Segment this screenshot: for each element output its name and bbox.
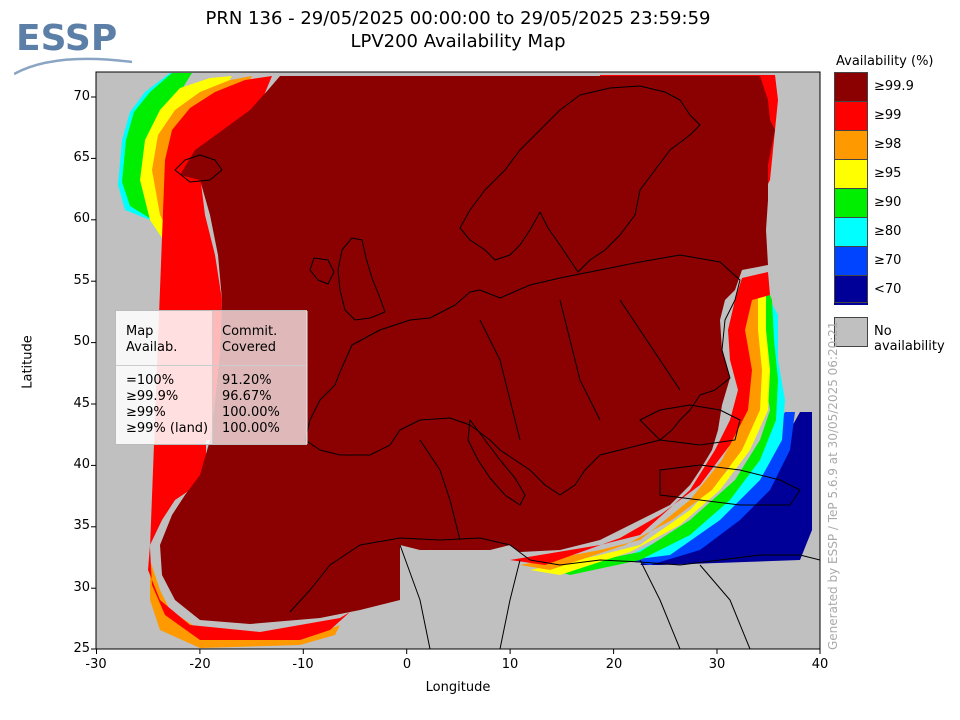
legend-label: <70 — [874, 282, 902, 297]
legend-label: ≥80 — [874, 224, 902, 239]
stats-level: ≥99% (land) — [126, 421, 209, 436]
legend-label: ≥99 — [874, 108, 902, 123]
stats-header: Covered — [222, 340, 277, 355]
stats-level: =100% — [126, 373, 175, 388]
band-ge80 — [118, 73, 785, 560]
y-tick-label: 50 — [73, 334, 90, 349]
y-tick-label: 25 — [73, 641, 90, 656]
stats-covered: 96.67% — [222, 389, 272, 404]
legend-label: ≥98 — [874, 137, 902, 152]
legend-swatch — [834, 101, 868, 131]
stats-header: Availab. — [126, 340, 178, 355]
legend-label: ≥95 — [874, 166, 902, 181]
map-availability-column: Map Availab. =100% ≥99.9% ≥99% ≥99% (lan… — [116, 311, 212, 444]
y-tick-label: 60 — [73, 211, 90, 226]
legend-swatch — [834, 246, 868, 276]
x-tick-label: 20 — [605, 657, 623, 672]
stats-header: Commit. — [222, 324, 278, 339]
coverage-stats-box: Map Availab. =100% ≥99.9% ≥99% ≥99% (lan… — [115, 310, 308, 445]
legend-swatch — [834, 72, 868, 101]
band-lt70 — [640, 412, 812, 565]
stats-level: ≥99% — [126, 405, 166, 420]
legend-label: ≥99.9 — [874, 79, 914, 94]
legend-label: ≥90 — [874, 195, 902, 210]
legend-label-no-availability: No availability — [874, 324, 945, 354]
legend-title: Availability (%) — [836, 54, 934, 69]
y-tick-label: 40 — [73, 457, 90, 472]
stats-covered: 91.20% — [222, 373, 272, 388]
essp-logo: ESSP — [14, 18, 133, 76]
generated-by-text: Generated by ESSP / TeP 5.6.9 at 30/05/2… — [826, 321, 840, 650]
legend-swatch-no-availability — [834, 317, 868, 347]
band-ge999 — [160, 76, 775, 624]
tick-marks — [91, 96, 821, 654]
legend-swatch — [834, 275, 868, 305]
stats-covered: 100.00% — [222, 405, 280, 420]
legend-swatch — [834, 159, 868, 189]
stats-level: ≥99.9% — [126, 389, 179, 404]
svg-text:ESSP: ESSP — [16, 18, 117, 59]
x-tick-label: 30 — [708, 657, 726, 672]
stats-covered: 100.00% — [222, 421, 280, 436]
y-tick-label: 45 — [73, 396, 90, 411]
y-tick-label: 70 — [73, 89, 90, 104]
x-tick-label: -20 — [189, 657, 211, 672]
chart-subtitle: LPV200 Availability Map — [350, 31, 566, 52]
x-tick-label: 0 — [402, 657, 412, 672]
y-tick-label: 65 — [73, 150, 90, 165]
x-tick-label: -10 — [292, 657, 314, 672]
x-tick-label: -30 — [85, 657, 107, 672]
y-axis-title: Latitude — [20, 335, 36, 389]
coastlines — [174, 85, 820, 649]
legend-label: ≥70 — [874, 253, 902, 268]
x-tick-label: 10 — [501, 657, 519, 672]
y-tick-label: 30 — [73, 580, 90, 595]
legend-swatch — [834, 188, 868, 218]
legend-swatch — [834, 217, 868, 247]
stats-divider — [116, 365, 306, 366]
commit-covered-column: Commit. Covered 91.20% 96.67% 100.00% 10… — [212, 311, 308, 444]
x-tick-label: 40 — [811, 657, 829, 672]
y-tick-label: 35 — [73, 518, 90, 533]
legend-swatch — [834, 130, 868, 160]
chart-title: PRN 136 - 29/05/2025 00:00:00 to 29/05/2… — [205, 8, 711, 29]
stats-header: Map — [126, 324, 154, 339]
x-axis-title: Longitude — [425, 680, 491, 695]
y-tick-label: 55 — [73, 273, 90, 288]
